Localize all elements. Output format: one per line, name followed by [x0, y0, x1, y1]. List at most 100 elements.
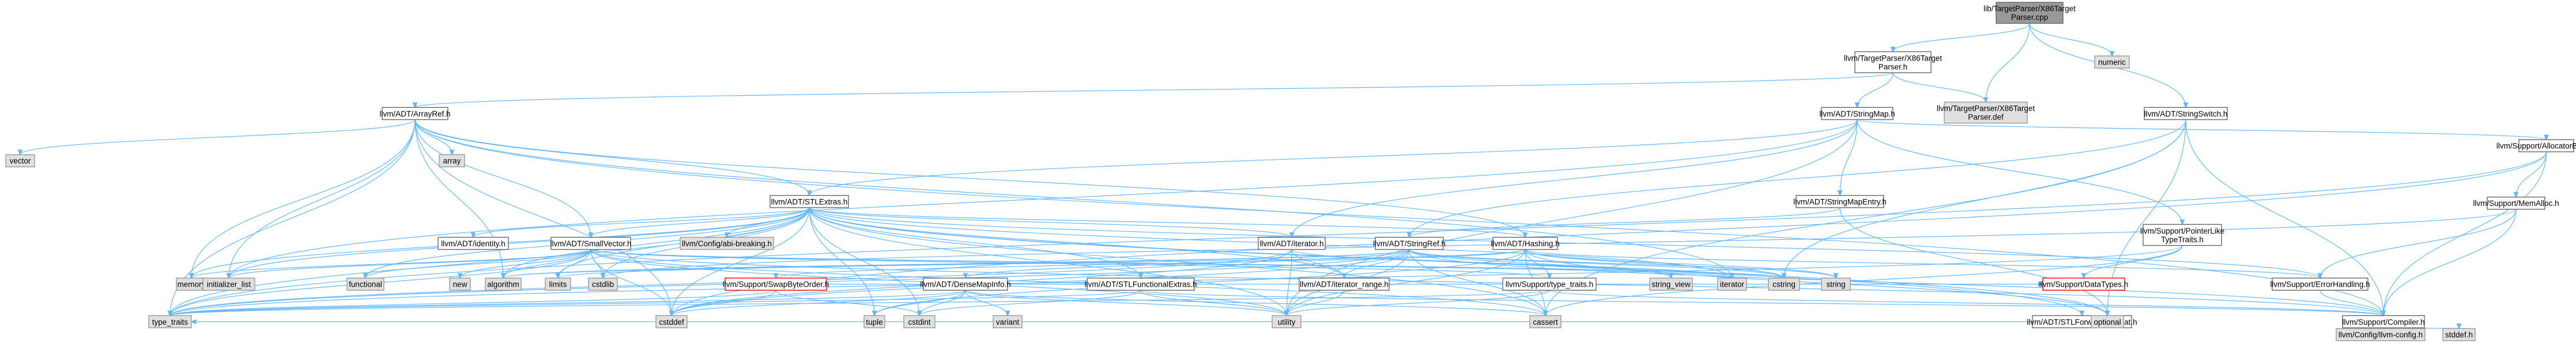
node-box [1272, 315, 1302, 329]
node-typetraits-s[interactable]: llvm/Support/type_traits.h [1502, 277, 1597, 291]
edge-stringswitch-to-compiler [2185, 119, 2383, 316]
edge-memalloc-to-cstdlib [603, 209, 2517, 278]
node-iterator[interactable]: llvm/ADT/iterator.h [1258, 236, 1326, 250]
edge-stringmap-to-smentry [1840, 119, 1858, 195]
edge-smallvector-to-typetraits_s [590, 249, 1549, 279]
node-box [2143, 224, 2222, 246]
edge-ptrlike-to-datatypes [2084, 245, 2183, 279]
node-stringswitch[interactable]: llvm/ADT/StringSwitch.h [2144, 107, 2228, 121]
node-box [923, 277, 1008, 291]
node-limits: limits [545, 277, 571, 291]
node-functional: functional [346, 277, 384, 291]
edge-allocbase-to-compiler [2383, 152, 2547, 316]
edge-arrayref-to-vector [20, 119, 416, 155]
edge-stlextras-to-iterator [809, 207, 1292, 237]
node-box [2272, 277, 2368, 291]
node-label: string_view [1651, 280, 1691, 289]
edge-x86h-to-arrayref [415, 72, 1894, 107]
node-identity[interactable]: llvm/ADT/identity.h [437, 236, 509, 250]
node-array: array [439, 154, 465, 167]
node-memalloc[interactable]: llvm/Support/MemAlloc.h [2473, 196, 2559, 210]
node-label: Parser.cpp [2011, 13, 2049, 22]
edge-smallvector-to-new [460, 249, 591, 279]
node-label: cstdint [908, 318, 930, 326]
node-label: llvm/ADT/ArrayRef.h [379, 110, 450, 118]
edge-ptrlike-to-cassert [1545, 245, 2183, 316]
node-allocbase[interactable]: llvm/Support/AllocatorBase.h [2496, 139, 2576, 152]
node-box [2094, 55, 2130, 69]
node-swapbyte[interactable]: llvm/Support/SwapByteOrder.h [723, 277, 829, 291]
edge-stringmap-to-ptrlike [1857, 119, 2182, 224]
edge-hashing-to-optional [1525, 249, 2107, 316]
node-box [2091, 315, 2124, 329]
node-label: Parser.def [1968, 113, 2004, 122]
node-label: llvm/TargetParser/X86Target [1937, 104, 2035, 113]
node-errorhandling[interactable]: llvm/Support/ErrorHandling.h [2270, 277, 2370, 291]
edge-smallvector-to-cstdlib [590, 249, 603, 279]
node-smentry[interactable]: llvm/ADT/StringMapEntry.h [1793, 195, 1887, 208]
node-iterrange[interactable]: llvm/ADT/iterator_range.h [1299, 277, 1390, 291]
node-label: llvm/ADT/StringRef.h [1373, 239, 1446, 248]
edge-stringref-to-compiler [1409, 249, 2383, 316]
edge-arrayref-to-compiler [414, 119, 2383, 316]
edge-hashing-to-tuple [874, 249, 1526, 316]
node-box [5, 154, 35, 167]
edge-stlfunc-to-typetraits [170, 290, 1141, 316]
edge-stlextras-to-algorithm [503, 207, 810, 278]
node-cassert: cassert [1529, 315, 1562, 329]
node-stringref[interactable]: llvm/ADT/StringRef.h [1373, 236, 1446, 250]
node-box [2144, 107, 2228, 121]
node-label: utility [1278, 318, 1296, 326]
edge-densemapinfo-to-cstddef [672, 290, 966, 316]
node-algorithm: algorithm [485, 277, 522, 291]
node-vector: vector [5, 154, 35, 167]
edge-densemapinfo-to-cassert [965, 290, 1545, 316]
node-label: functional [349, 280, 382, 289]
node-label: llvm/ADT/DenseMapInfo.h [920, 280, 1011, 289]
node-initlist: initializer_list [202, 277, 255, 291]
edge-stlextras-to-utility [809, 207, 1287, 316]
node-label: vector [10, 157, 31, 166]
node-optional: optional [2091, 315, 2124, 329]
edge-stlextras-to-identity [473, 207, 810, 237]
edge-stringref-to-string [1409, 249, 1836, 279]
node-tuple: tuple [863, 315, 885, 329]
edge-typetraits_s-to-utility [1287, 290, 1550, 316]
node-box [1375, 236, 1444, 250]
edge-hashing-to-errorhandling [1525, 249, 2320, 279]
node-iterator-std: iterator [1717, 277, 1747, 291]
node-box [437, 236, 509, 250]
node-stlfunc[interactable]: llvm/ADT/STLFunctionalExtras.h [1084, 277, 1197, 291]
node-arrayref[interactable]: llvm/ADT/ArrayRef.h [379, 107, 451, 121]
node-stlextras[interactable]: llvm/ADT/STLExtras.h [770, 195, 849, 208]
node-box [2442, 328, 2476, 341]
edge-hashing-to-swapbyte [776, 249, 1526, 279]
node-compiler[interactable]: llvm/Support/Compiler.h [2342, 315, 2425, 329]
node-densemapinfo[interactable]: llvm/ADT/DenseMapInfo.h [920, 277, 1011, 291]
node-box [725, 277, 827, 291]
node-stringmap[interactable]: llvm/ADT/StringMap.h [1819, 107, 1895, 121]
node-label: memory [178, 280, 206, 289]
edge-smallvector-to-cassert [590, 249, 1545, 316]
edge-arrayref-to-array [414, 119, 452, 155]
edge-stringmap-to-allocbase [1857, 119, 2547, 140]
node-box [1492, 236, 1558, 250]
edge-stringref-to-limits [558, 249, 1410, 279]
node-label: llvm/ADT/Hashing.h [1491, 239, 1559, 248]
node-label: initializer_list [207, 280, 251, 289]
node-box [1944, 102, 2028, 124]
node-cstdint: cstdint [903, 315, 936, 329]
node-datatypes[interactable]: llvm/Support/DataTypes.h [2039, 277, 2129, 291]
node-hashing[interactable]: llvm/ADT/Hashing.h [1491, 236, 1560, 250]
edge-smentry-to-stringref [1409, 207, 1840, 237]
edge-hashing-to-cstring [1525, 249, 1784, 279]
node-smallvector[interactable]: llvm/ADT/SmallVector.h [550, 236, 632, 250]
node-label: llvm/Support/MemAlloc.h [2473, 199, 2559, 208]
edge-layer [20, 23, 2547, 328]
node-typetraits: type_traits [148, 315, 192, 329]
node-label: llvm/TargetParser/X86Target [1844, 54, 1943, 62]
edge-stringswitch-to-stringref [1409, 119, 2186, 237]
